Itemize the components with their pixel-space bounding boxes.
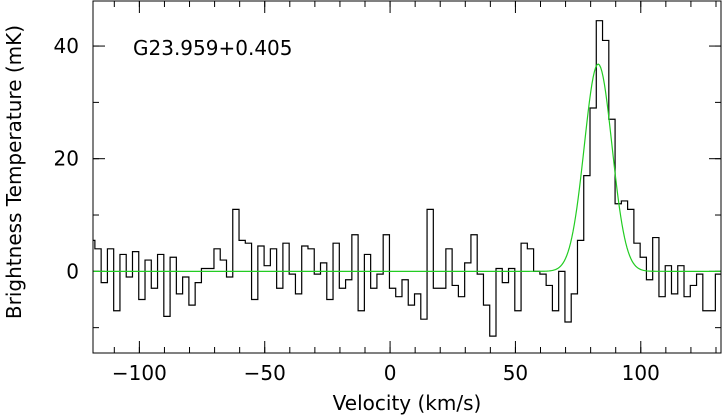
spectrum-step-line: [93, 20, 721, 337]
x-tick-label: 0: [384, 361, 397, 385]
plot-frame: [92, 0, 722, 354]
x-tick-label: −50: [244, 361, 286, 385]
x-tick-label: 100: [622, 361, 660, 385]
x-tick-label: −100: [112, 361, 167, 385]
x-tick-label: 50: [503, 361, 528, 385]
y-tick-label: 20: [54, 147, 79, 171]
source-name-annotation: G23.959+0.405: [133, 36, 293, 60]
y-axis-label: Brightness Temperature (mK): [2, 25, 26, 319]
tick-labels: −100 −50 0 50 100 0 20 40: [54, 34, 660, 385]
y-tick-label: 40: [54, 34, 79, 58]
series-layer: [93, 20, 721, 337]
y-tick-label: 0: [66, 259, 79, 283]
x-axis-label: Velocity (km/s): [333, 391, 482, 415]
axis-ticks: [93, 1, 721, 353]
gaussian-fit-line: [93, 63, 721, 272]
